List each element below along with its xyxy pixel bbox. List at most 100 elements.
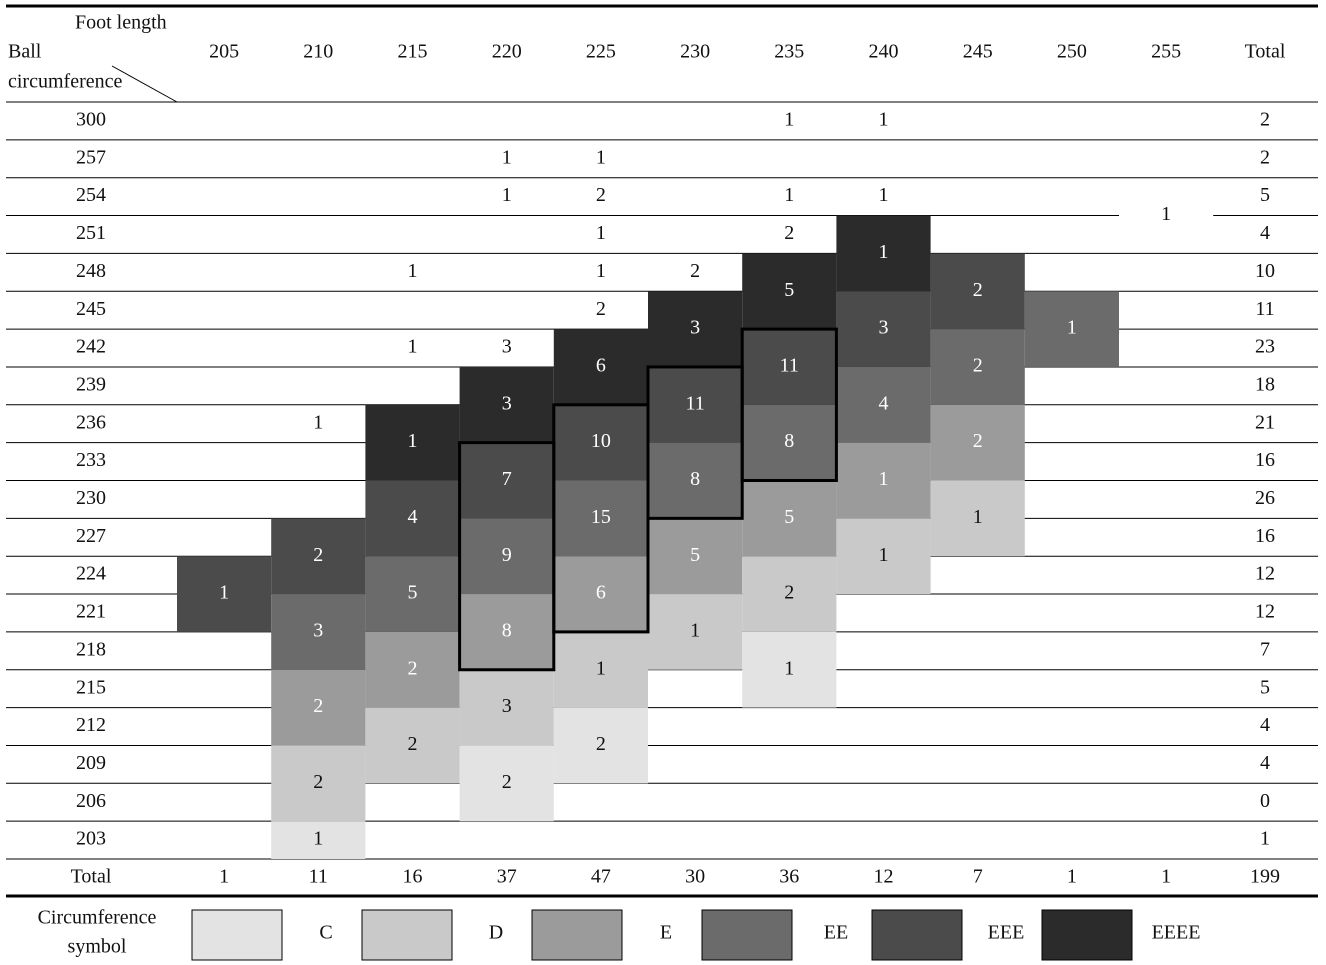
row-total: 12 [1255, 601, 1275, 623]
cell-shade [648, 442, 743, 519]
cell-shade [742, 253, 837, 330]
column-total: 37 [497, 866, 517, 888]
cell-shade [365, 631, 460, 708]
column-total: 16 [403, 866, 423, 888]
cell-value: 2 [596, 184, 606, 206]
column-header: 210 [303, 41, 333, 63]
column-total: 1 [1067, 866, 1077, 888]
row-total: 16 [1255, 449, 1275, 471]
cell-shade [459, 366, 554, 443]
cell-shade [459, 745, 554, 822]
cell-value: 1 [1067, 317, 1077, 339]
cell-value: 3 [502, 392, 512, 414]
row-label: 257 [76, 146, 106, 168]
cell-shade [930, 329, 1025, 405]
outlines [458, 327, 838, 672]
cell-value: 7 [502, 468, 512, 490]
shades [177, 178, 1214, 961]
row-total: 5 [1260, 676, 1270, 698]
row-label: 239 [76, 373, 106, 395]
row-total: 7 [1260, 638, 1270, 660]
cell-shade [459, 442, 554, 519]
row-label: 206 [76, 790, 106, 812]
cell-shade [742, 404, 837, 481]
cell-shade [365, 707, 460, 784]
column-header: 230 [680, 41, 710, 63]
row-total: 11 [1255, 298, 1274, 320]
row-total: 2 [1260, 109, 1270, 131]
cell-shade [459, 669, 554, 746]
cell-shade [930, 253, 1025, 330]
legend-label: EE [824, 922, 848, 944]
cell-shade [648, 366, 743, 443]
cell-value: 1 [502, 184, 512, 206]
cell-value: 4 [408, 506, 418, 528]
row-total: 5 [1260, 184, 1270, 206]
row-total: 16 [1255, 525, 1275, 547]
cell-value: 11 [685, 392, 704, 414]
cell-value: 2 [596, 733, 606, 755]
row-label: 233 [76, 449, 106, 471]
cell-value: 2 [502, 771, 512, 793]
row-total: 0 [1260, 790, 1270, 812]
row-label: 230 [76, 487, 106, 509]
row-total: 10 [1255, 260, 1275, 282]
legend-label: D [489, 922, 503, 944]
cell-value: 15 [591, 506, 611, 528]
cell-shade [553, 707, 648, 784]
row-total: 21 [1255, 411, 1275, 433]
corner-top: Foot length [75, 12, 167, 34]
row-total: 26 [1255, 487, 1275, 509]
cell-shade [553, 480, 648, 557]
row-total: 18 [1255, 373, 1275, 395]
cell-value: 1 [596, 146, 606, 168]
cell-shade [271, 745, 366, 822]
cell-shade [177, 556, 272, 632]
row-label: 245 [76, 298, 106, 320]
column-header: 220 [492, 41, 522, 63]
cell-shade [742, 480, 837, 557]
corner-diagonal [111, 65, 178, 103]
cell-value: 1 [1161, 203, 1171, 225]
row-label: 254 [76, 184, 106, 206]
cell-shade [1024, 291, 1119, 367]
cell-shade [459, 518, 554, 595]
row-label: 248 [76, 260, 106, 282]
cell-value: 6 [596, 355, 606, 377]
row-total: 4 [1260, 752, 1270, 774]
legend-label: EEE [988, 922, 1025, 944]
cell-shade [836, 215, 931, 292]
cell-value: 1 [596, 657, 606, 679]
cell-value: 1 [408, 260, 418, 282]
cell-shade [836, 291, 931, 367]
cell-shade [365, 404, 460, 481]
cell-value: 8 [690, 468, 700, 490]
legend-swatch [361, 909, 453, 961]
cell-value: 5 [690, 544, 700, 566]
legend-label: E [660, 922, 672, 944]
column-header: 215 [398, 41, 428, 63]
cell-value: 3 [502, 336, 512, 358]
cell-value: 1 [879, 544, 889, 566]
legend-swatch [531, 909, 623, 961]
row-total: 4 [1260, 222, 1270, 244]
cell-shade [836, 442, 931, 519]
cell-value: 1 [313, 411, 323, 433]
legend-swatch [191, 909, 283, 961]
cell-value: 1 [879, 109, 889, 131]
column-total: 1 [219, 866, 229, 888]
cell-value: 1 [596, 222, 606, 244]
cell-value: 1 [408, 336, 418, 358]
column-total: 30 [685, 866, 705, 888]
grand-total: 199 [1250, 866, 1280, 888]
cell-value: 1 [690, 619, 700, 641]
legend-label: EEEE [1152, 922, 1201, 944]
cell-value: 10 [591, 430, 611, 452]
row-label: 203 [76, 828, 106, 850]
cell-value: 11 [780, 355, 799, 377]
column-header: 205 [209, 41, 239, 63]
cell-value: 1 [596, 260, 606, 282]
cell-value: 1 [313, 828, 323, 850]
cell-value: 2 [690, 260, 700, 282]
